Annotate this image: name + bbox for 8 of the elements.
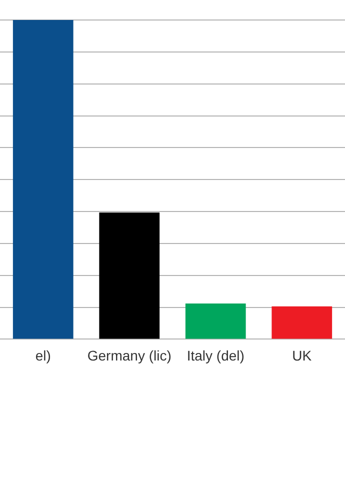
- x-tick-label: Germany (lic): [87, 347, 172, 364]
- x-tick-label: el): [35, 347, 51, 364]
- x-tick-label: Italy (del): [186, 347, 244, 364]
- x-tick-label: UK: [292, 347, 312, 364]
- bar: [99, 212, 160, 339]
- bar: [12, 20, 74, 339]
- bar: [272, 306, 332, 339]
- bar: [185, 303, 246, 339]
